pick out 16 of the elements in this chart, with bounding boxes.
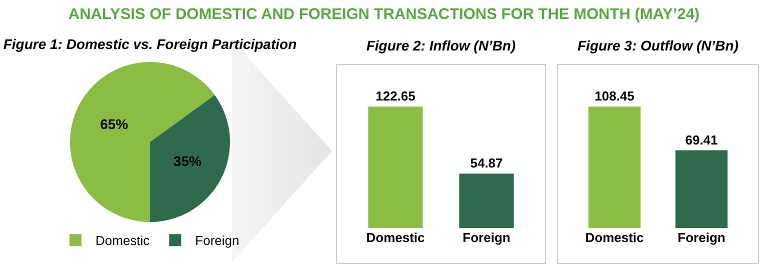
pie-slice	[70, 62, 215, 222]
data-label: 108.45	[594, 88, 634, 104]
pie-slice	[150, 94, 230, 222]
x-tick-label: Domestic	[366, 230, 425, 245]
data-label: 35%	[173, 153, 202, 170]
x-tick-label: Foreign	[678, 230, 726, 245]
data-label: 54.87	[470, 156, 503, 171]
data-label: 65%	[100, 116, 129, 132]
data-label: 69.41	[685, 132, 718, 148]
chart-title: Figure 1: Domestic vs. Foreign Participation	[3, 36, 297, 52]
chart-title: Figure 2: Inflow (N’Bn)	[366, 38, 516, 54]
chart-title: Figure 3: Outflow (N’Bn)	[578, 38, 739, 54]
text: ANALYSIS OF DOMESTIC AND FOREIGN TRANSACTIONS FOR THE MONTH (MAY’24)	[67, 5, 701, 24]
x-tick-label: Domestic	[585, 230, 644, 245]
x-tick-label: Foreign	[462, 230, 510, 245]
data-label: 122.65	[376, 88, 416, 104]
